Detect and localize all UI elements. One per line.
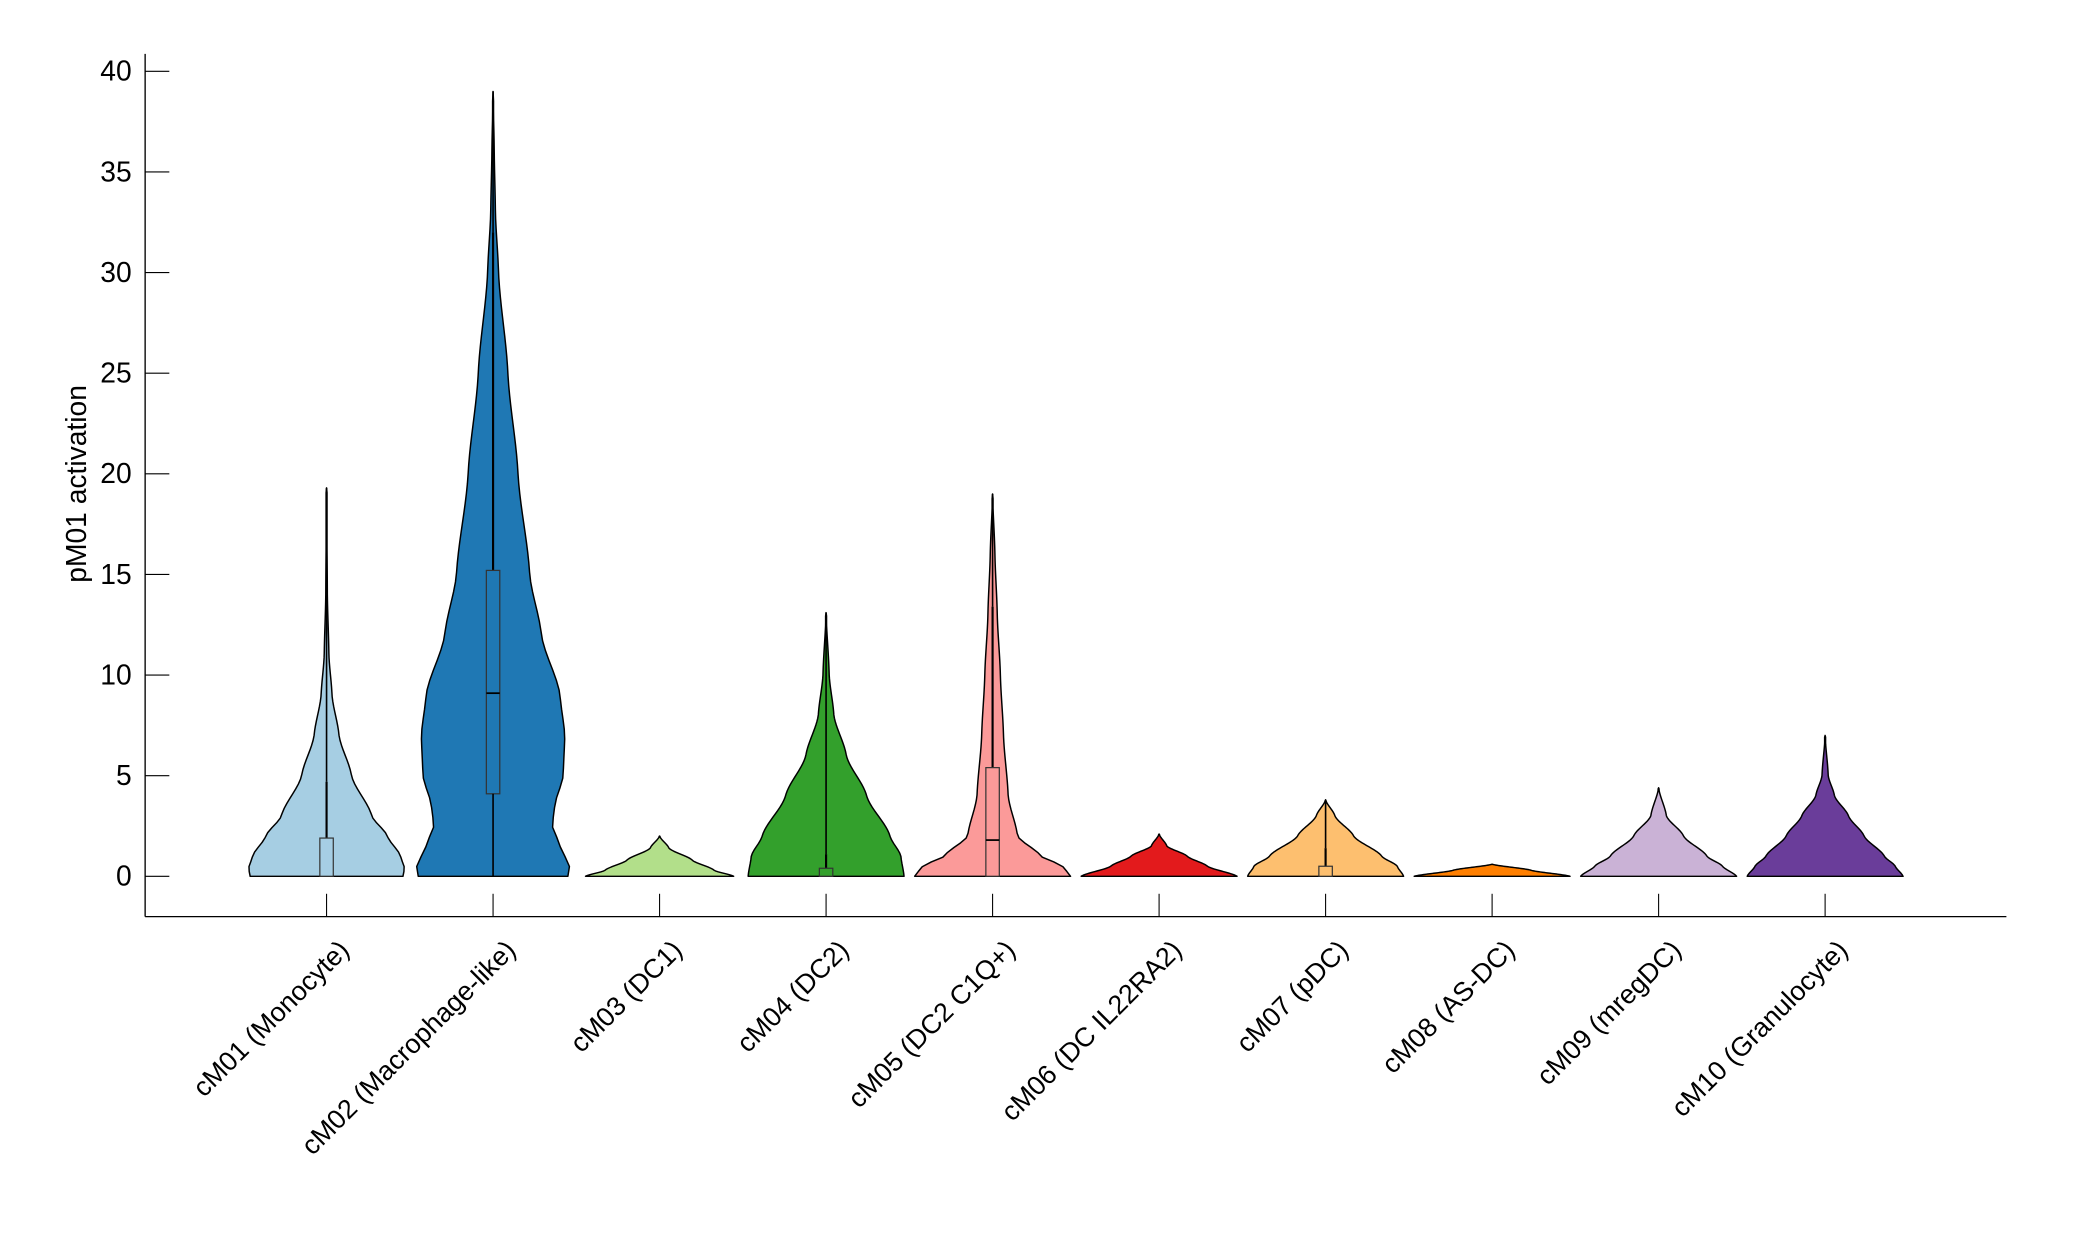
box	[985, 767, 1000, 877]
y-axis-label: pM01 activation	[60, 385, 92, 583]
violin-8	[1413, 863, 1571, 878]
violins	[248, 90, 1904, 878]
y-tick-label: 0	[116, 860, 132, 892]
x-tick-label: cM08 (AS-DC)	[1376, 935, 1521, 1080]
y-tick-label: 10	[100, 658, 131, 690]
box	[319, 837, 334, 877]
y-tick-label: 35	[100, 155, 131, 187]
x-tick-label: cM01 (Monocyte)	[187, 935, 355, 1103]
violin-6	[1080, 833, 1238, 878]
y-tick-label: 25	[100, 357, 131, 389]
x-tick-label: cM03 (DC1)	[564, 935, 688, 1059]
violin-9	[1579, 787, 1738, 878]
x-tick-label: cM09 (mregDC)	[1531, 935, 1687, 1091]
box	[485, 569, 501, 795]
violin-3	[584, 835, 735, 878]
box	[1318, 865, 1333, 877]
y-tick-label: 15	[100, 558, 131, 590]
x-tick-label: cM10 (Granulocyte)	[1666, 935, 1854, 1123]
y-tick-label: 30	[100, 256, 131, 288]
violin-10	[1746, 734, 1904, 878]
y-tick-label: 40	[100, 55, 131, 87]
x-tick-label: cM05 (DC2 C1Q+)	[842, 935, 1021, 1114]
y-tick-label: 20	[100, 457, 131, 489]
x-tick-label: cM06 (DC IL22RA2)	[995, 935, 1187, 1127]
x-tick-label: cM07 (pDC)	[1230, 935, 1354, 1059]
x-tick-label: cM04 (DC2)	[731, 935, 855, 1059]
y-tick-label: 5	[116, 759, 132, 791]
box	[818, 867, 834, 877]
